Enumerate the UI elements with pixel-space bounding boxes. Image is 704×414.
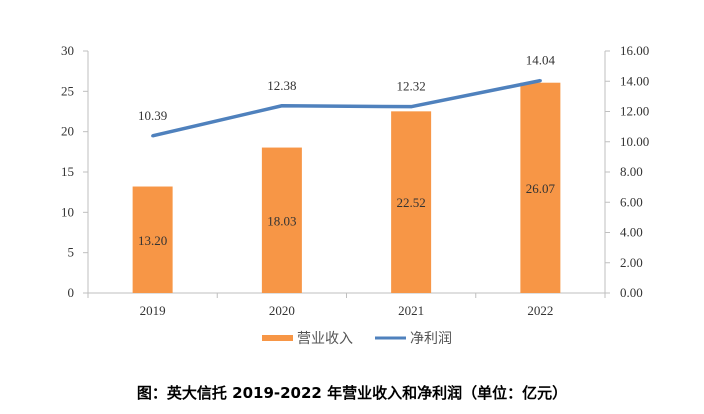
net-profit-label: 12.32 [397, 79, 426, 94]
x-tick-label: 2021 [398, 303, 424, 318]
right-tick-label: 2.00 [620, 255, 643, 270]
right-tick-label: 10.00 [620, 134, 649, 149]
chart-caption: 图：英大信托 2019-2022 年营业收入和净利润（单位：亿元） [136, 384, 568, 402]
right-tick-label: 12.00 [620, 104, 649, 119]
net-profit-point [280, 104, 284, 108]
right-tick-label: 8.00 [620, 164, 643, 179]
revenue-bar-label: 22.52 [397, 195, 426, 210]
revenue-bar-label: 13.20 [138, 233, 167, 248]
net-profit-line [152, 78, 541, 138]
x-tick-label: 2019 [140, 303, 166, 318]
net-profit-point [151, 134, 155, 138]
net-profit-label: 10.39 [138, 108, 167, 123]
net-profit-point [409, 105, 413, 109]
left-tick-label: 0 [68, 285, 75, 300]
net-profit-label: 14.04 [526, 53, 556, 68]
revenue-bar [132, 186, 173, 293]
right-tick-label: 14.00 [620, 73, 649, 88]
left-tick-label: 5 [68, 245, 75, 260]
net-profit-point [538, 79, 542, 83]
right-tick-label: 6.00 [620, 194, 643, 209]
right-tick-label: 0.00 [620, 285, 643, 300]
revenue-bar-label: 18.03 [267, 213, 296, 228]
combo-chart: 0 5 10 15 20 25 30 0.00 2.00 4.00 6.00 8.00 10.00 12.… [61, 43, 649, 347]
left-tick-label: 15 [61, 164, 74, 179]
revenue-bar [391, 111, 432, 293]
left-tick-label: 20 [61, 124, 74, 139]
right-tick-label: 4.00 [620, 225, 643, 240]
right-tick-label: 16.00 [620, 43, 649, 58]
left-tick-label: 10 [61, 204, 74, 219]
x-tick-label: 2020 [269, 303, 295, 318]
revenue-bar [261, 147, 302, 293]
revenue-bar [520, 82, 561, 294]
net-profit-label: 12.38 [267, 78, 296, 93]
legend-net-profit-label: 净利润 [410, 331, 452, 347]
x-tick-label: 2022 [527, 303, 553, 318]
legend-revenue-label: 营业收入 [297, 331, 353, 347]
revenue-bar-label: 26.07 [526, 181, 556, 196]
left-tick-label: 30 [61, 43, 74, 58]
left-tick-label: 25 [61, 83, 74, 98]
